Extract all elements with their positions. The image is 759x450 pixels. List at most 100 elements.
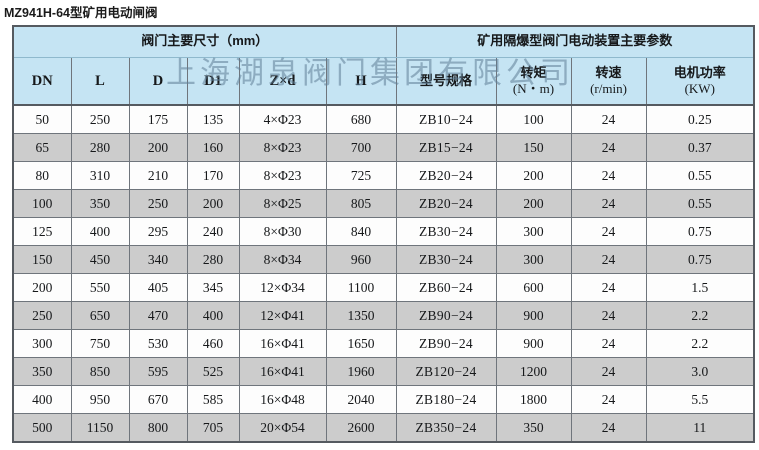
cell-model: ZB30−24 bbox=[395, 217, 497, 246]
cell-model: ZB120−24 bbox=[395, 357, 497, 386]
cell-speed: 24 bbox=[570, 104, 647, 134]
cell-d: 405 bbox=[128, 273, 188, 302]
cell-power: 5.5 bbox=[645, 385, 755, 414]
cell-model: ZB20−24 bbox=[395, 189, 497, 218]
cell-h: 700 bbox=[325, 133, 397, 162]
cell-l: 550 bbox=[70, 273, 130, 302]
cell-d1: 705 bbox=[186, 413, 240, 443]
cell-h: 725 bbox=[325, 161, 397, 190]
cell-dn: 125 bbox=[12, 217, 72, 246]
group-header-dimensions: 阀门主要尺寸（mm） bbox=[12, 25, 397, 58]
cell-zxd: 16×Φ41 bbox=[238, 329, 327, 358]
cell-dn: 300 bbox=[12, 329, 72, 358]
cell-power: 0.37 bbox=[645, 133, 755, 162]
cell-d1: 160 bbox=[186, 133, 240, 162]
cell-speed: 24 bbox=[570, 329, 647, 358]
page-title: MZ941H-64型矿用电动闸阀 bbox=[4, 6, 158, 20]
cell-model: ZB90−24 bbox=[395, 329, 497, 358]
table-row: 200 550 405 345 12×Φ34 1100 ZB60−24 600 24 1.5 bbox=[12, 273, 755, 302]
table-row: 125 400 295 240 8×Φ30 840 ZB30−24 300 24 0.75 bbox=[12, 217, 755, 246]
cell-torque: 300 bbox=[495, 217, 572, 246]
cell-power: 0.25 bbox=[645, 104, 755, 134]
cell-dn: 150 bbox=[12, 245, 72, 274]
cell-zxd: 8×Φ25 bbox=[238, 189, 327, 218]
cell-l: 310 bbox=[70, 161, 130, 190]
cell-dn: 400 bbox=[12, 385, 72, 414]
cell-speed: 24 bbox=[570, 301, 647, 330]
col-header-d1: D1 bbox=[186, 57, 240, 106]
table-row: 500 1150 800 705 20×Φ54 2600 ZB350−24 350 24 11 bbox=[12, 413, 755, 443]
cell-l: 280 bbox=[70, 133, 130, 162]
cell-h: 805 bbox=[325, 189, 397, 218]
cell-power: 0.75 bbox=[645, 217, 755, 246]
cell-h: 1350 bbox=[325, 301, 397, 330]
cell-d1: 200 bbox=[186, 189, 240, 218]
cell-d1: 280 bbox=[186, 245, 240, 274]
table-row: 350 850 595 525 16×Φ41 1960 ZB120−24 1200 24 3.0 bbox=[12, 357, 755, 386]
cell-d: 250 bbox=[128, 189, 188, 218]
cell-d: 210 bbox=[128, 161, 188, 190]
cell-h: 2600 bbox=[325, 413, 397, 443]
cell-h: 2040 bbox=[325, 385, 397, 414]
cell-speed: 24 bbox=[570, 217, 647, 246]
cell-dn: 200 bbox=[12, 273, 72, 302]
cell-zxd: 8×Φ30 bbox=[238, 217, 327, 246]
cell-dn: 350 bbox=[12, 357, 72, 386]
cell-l: 1150 bbox=[70, 413, 130, 443]
cell-power: 2.2 bbox=[645, 329, 755, 358]
cell-dn: 65 bbox=[12, 133, 72, 162]
col-header-d: D bbox=[128, 57, 188, 106]
cell-speed: 24 bbox=[570, 413, 647, 443]
cell-dn: 500 bbox=[12, 413, 72, 443]
cell-h: 680 bbox=[325, 104, 397, 134]
table-body: 50 250 175 135 4×Φ23 680 ZB10−24 100 24 0.25 65 280… bbox=[12, 104, 755, 443]
cell-h: 840 bbox=[325, 217, 397, 246]
cell-torque: 100 bbox=[495, 104, 572, 134]
cell-d: 295 bbox=[128, 217, 188, 246]
cell-speed: 24 bbox=[570, 245, 647, 274]
cell-model: ZB10−24 bbox=[395, 104, 497, 134]
col-header-torque: 转矩 (N・m) bbox=[495, 57, 572, 106]
cell-l: 750 bbox=[70, 329, 130, 358]
cell-zxd: 16×Φ41 bbox=[238, 357, 327, 386]
cell-torque: 150 bbox=[495, 133, 572, 162]
cell-zxd: 8×Φ34 bbox=[238, 245, 327, 274]
cell-zxd: 16×Φ48 bbox=[238, 385, 327, 414]
cell-power: 0.55 bbox=[645, 161, 755, 190]
cell-torque: 350 bbox=[495, 413, 572, 443]
cell-speed: 24 bbox=[570, 385, 647, 414]
cell-l: 950 bbox=[70, 385, 130, 414]
cell-zxd: 20×Φ54 bbox=[238, 413, 327, 443]
table-row: 80 310 210 170 8×Φ23 725 ZB20−24 200 24 0.55 bbox=[12, 161, 755, 190]
group-header-row: 阀门主要尺寸（mm） 矿用隔爆型阀门电动装置主要参数 bbox=[12, 25, 755, 58]
table-row: 150 450 340 280 8×Φ34 960 ZB30−24 300 24 0.75 bbox=[12, 245, 755, 274]
cell-d: 595 bbox=[128, 357, 188, 386]
table-row: 400 950 670 585 16×Φ48 2040 ZB180−24 1800 24 5.5 bbox=[12, 385, 755, 414]
group-header-actuator: 矿用隔爆型阀门电动装置主要参数 bbox=[395, 25, 755, 58]
cell-d1: 135 bbox=[186, 104, 240, 134]
col-header-power: 电机功率 (KW) bbox=[645, 57, 755, 106]
cell-d: 670 bbox=[128, 385, 188, 414]
cell-power: 11 bbox=[645, 413, 755, 443]
cell-model: ZB180−24 bbox=[395, 385, 497, 414]
cell-l: 250 bbox=[70, 104, 130, 134]
column-header-row: DN L D D1 Z×d H 型号规格 bbox=[12, 57, 755, 106]
cell-dn: 80 bbox=[12, 161, 72, 190]
spec-table-container: 阀门主要尺寸（mm） 矿用隔爆型阀门电动装置主要参数 DN L D D1 bbox=[12, 25, 756, 443]
cell-dn: 250 bbox=[12, 301, 72, 330]
cell-torque: 1800 bbox=[495, 385, 572, 414]
cell-dn: 50 bbox=[12, 104, 72, 134]
cell-d1: 460 bbox=[186, 329, 240, 358]
cell-d: 200 bbox=[128, 133, 188, 162]
cell-model: ZB60−24 bbox=[395, 273, 497, 302]
cell-model: ZB350−24 bbox=[395, 413, 497, 443]
cell-d1: 240 bbox=[186, 217, 240, 246]
table-row: 250 650 470 400 12×Φ41 1350 ZB90−24 900 24 2.2 bbox=[12, 301, 755, 330]
cell-torque: 300 bbox=[495, 245, 572, 274]
cell-model: ZB90−24 bbox=[395, 301, 497, 330]
cell-d1: 345 bbox=[186, 273, 240, 302]
col-header-h: H bbox=[325, 57, 397, 106]
table-row: 50 250 175 135 4×Φ23 680 ZB10−24 100 24 0.25 bbox=[12, 104, 755, 134]
cell-l: 650 bbox=[70, 301, 130, 330]
cell-l: 450 bbox=[70, 245, 130, 274]
